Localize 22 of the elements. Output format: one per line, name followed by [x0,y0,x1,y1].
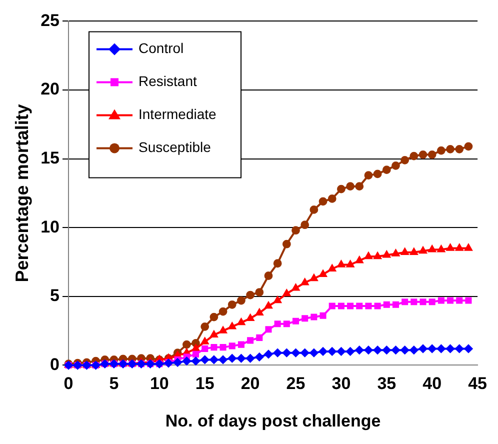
y-tick-label: 10 [40,217,60,236]
legend-label: Resistant [138,73,197,90]
y-tick-label: 5 [50,286,60,306]
x-tick-label: 35 [377,374,396,394]
x-tick-label: 5 [109,374,119,394]
legend-label: Intermediate [138,106,217,122]
x-axis-title: No. of days post challenge [165,411,381,430]
x-tick-label: 0 [64,374,74,394]
y-tick-label: 20 [40,80,60,99]
legend-label: Susceptible [138,139,212,156]
y-tick-label: 25 [40,10,60,30]
x-tick-label: 20 [240,374,260,394]
legend-label: Control [138,40,184,56]
x-tick-label: 40 [422,374,442,394]
x-tick-label: 45 [468,374,488,394]
y-tick-label: 0 [50,354,60,374]
x-tick-label: 30 [332,374,351,394]
y-tick-label: 15 [40,148,60,168]
x-tick-label: 15 [195,374,214,394]
y-axis-title: Percentage mortality [12,104,32,282]
x-tick-label: 25 [286,374,306,394]
x-tick-label: 10 [150,374,169,394]
